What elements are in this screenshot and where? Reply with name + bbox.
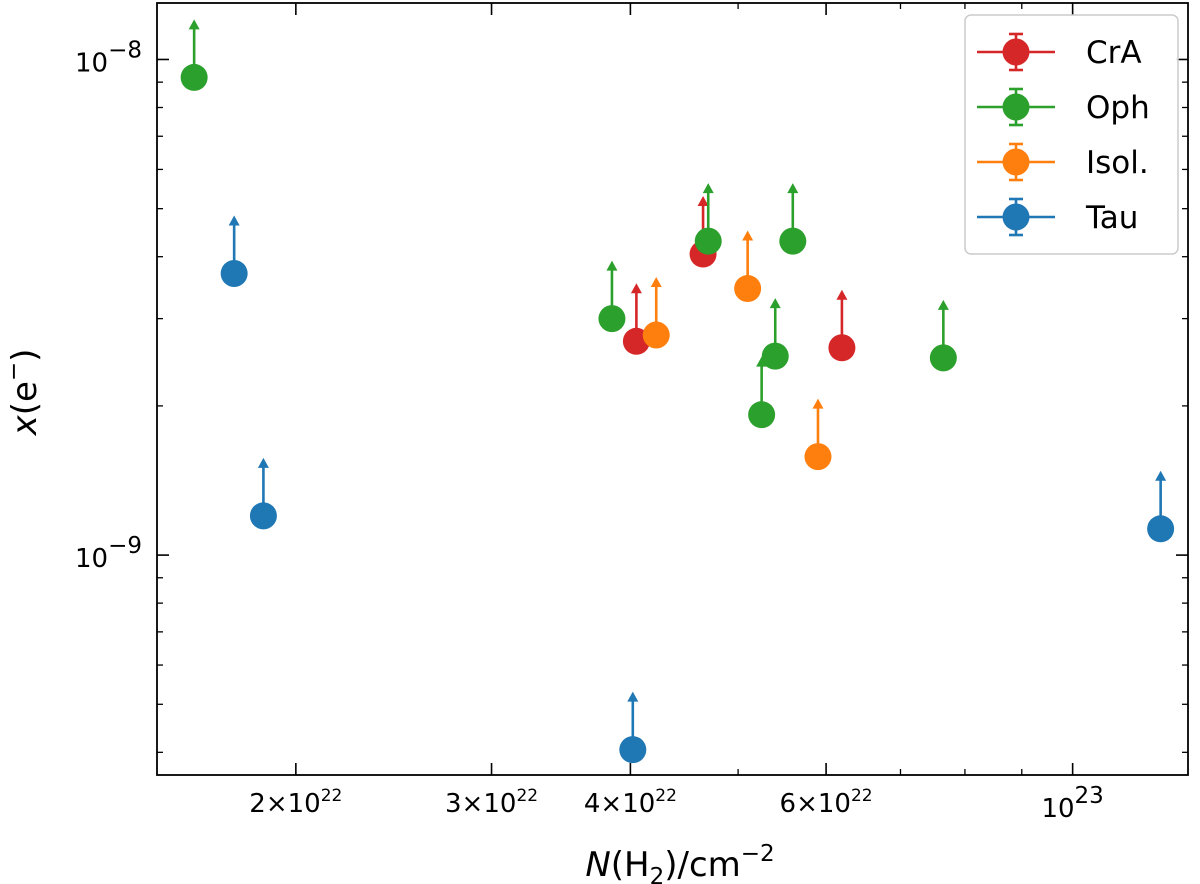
x-tick-label-exponent: 23: [1075, 783, 1104, 809]
x-tick-label-exponent: 22: [321, 786, 343, 806]
x-axis-label-sup: −2: [741, 841, 775, 867]
y-axis-label: x(e−): [1, 349, 45, 437]
lower-limit-arrow-head: [937, 299, 949, 310]
data-point: [804, 443, 832, 471]
x-tick-label-base: 10: [622, 789, 655, 819]
x-axis-label-sub: 2: [650, 864, 665, 884]
data-point: [734, 275, 762, 303]
data-point: [642, 321, 670, 349]
legend-marker: [1002, 93, 1030, 121]
series-isol: [642, 230, 832, 471]
data-marks: [180, 19, 1175, 764]
x-axis-label-open: (H: [611, 845, 650, 884]
data-point: [220, 259, 248, 287]
lower-limit-arrow-head: [627, 691, 639, 702]
x-tick-label-exponent: 22: [516, 786, 538, 806]
lower-limit-arrow-head: [812, 398, 824, 409]
legend-entry-isol: Isol.: [977, 142, 1149, 182]
data-point: [828, 334, 856, 362]
x-tick-label: 4×1022: [584, 786, 677, 819]
y-axis-label-open: (e: [5, 381, 45, 415]
data-point: [249, 502, 277, 530]
x-tick-label-times: ×: [600, 789, 622, 819]
legend-marker: [1002, 148, 1030, 176]
lower-limit-arrow-head: [1155, 470, 1167, 481]
x-axis-label: N(H2)/cm−2: [585, 841, 774, 884]
data-point: [180, 63, 208, 91]
x-axis-label-close: )/cm: [664, 845, 741, 884]
data-point: [1147, 515, 1175, 543]
data-point: [598, 305, 626, 333]
plot-frame: [156, 2, 1189, 776]
y-tick-label: 10−9: [75, 533, 142, 574]
x-tick-label-exponent: 22: [655, 786, 677, 806]
legend-frame: [964, 14, 1179, 255]
x-tick-label: 6×1022: [780, 786, 873, 819]
lower-limit-arrow-head: [257, 457, 269, 468]
y-axis-label-sup: −: [1, 362, 27, 381]
legend-label: CrA: [1086, 35, 1142, 71]
series-oph: [180, 19, 957, 429]
x-tick-label-mantissa: 4: [584, 789, 601, 819]
x-tick-label-base: 10: [818, 789, 851, 819]
y-tick-label-exponent: −8: [108, 37, 142, 63]
x-tick-label-times: ×: [266, 789, 288, 819]
y-axis-label-symbol: x: [5, 414, 45, 436]
lower-limit-arrow-head: [769, 298, 781, 309]
legend-label: Tau: [1085, 200, 1138, 236]
legend-label: Isol.: [1086, 145, 1149, 181]
legend-entry-oph: Oph: [977, 87, 1150, 127]
x-tick-label-base: 10: [288, 789, 321, 819]
x-tick-label-base: 10: [1041, 794, 1074, 824]
data-point: [761, 342, 789, 370]
legend-entry-tau: Tau: [977, 197, 1138, 237]
x-tick-label-mantissa: 3: [445, 789, 462, 819]
y-tick-label-base: 10: [75, 48, 108, 78]
x-axis-label-symbol: N: [585, 845, 610, 884]
y-tick-label-base: 10: [75, 544, 108, 574]
x-tick-label: 1023: [1041, 783, 1103, 824]
legend-marker: [1002, 38, 1030, 66]
x-tick-label-times: ×: [462, 789, 484, 819]
lower-limit-arrow-head: [630, 283, 642, 294]
x-tick-label-mantissa: 2: [249, 789, 266, 819]
x-tick-label: 3×1022: [445, 786, 538, 819]
x-tick-label-base: 10: [483, 789, 516, 819]
lower-limit-arrow-head: [697, 196, 709, 207]
legend: CrA Oph Isol. Tau: [964, 14, 1179, 255]
data-point: [619, 736, 647, 764]
data-point: [779, 227, 807, 255]
lower-limit-arrow-head: [188, 19, 200, 30]
y-tick-label-exponent: −9: [108, 533, 142, 559]
legend-label: Oph: [1086, 90, 1150, 126]
data-point: [694, 227, 722, 255]
lower-limit-arrow-head: [702, 183, 714, 194]
y-axis-label-close: ): [5, 349, 45, 362]
lower-limit-arrow-head: [742, 230, 754, 241]
x-tick-label-mantissa: 6: [780, 789, 797, 819]
y-tick-label: 10−8: [75, 37, 142, 78]
lower-limit-arrow-head: [228, 215, 240, 226]
lower-limit-arrow-head: [836, 289, 848, 300]
lower-limit-arrow-head: [787, 183, 799, 194]
x-tick-label-times: ×: [796, 789, 818, 819]
lower-limit-arrow-head: [606, 260, 618, 271]
data-point: [929, 344, 957, 372]
lower-limit-arrow-head: [650, 277, 662, 288]
legend-marker: [1002, 203, 1030, 231]
x-tick-label: 2×1022: [249, 786, 342, 819]
legend-entry-cra: CrA: [977, 32, 1142, 72]
data-point: [748, 401, 776, 429]
series-tau: [220, 215, 1175, 764]
x-tick-label-exponent: 22: [851, 786, 873, 806]
